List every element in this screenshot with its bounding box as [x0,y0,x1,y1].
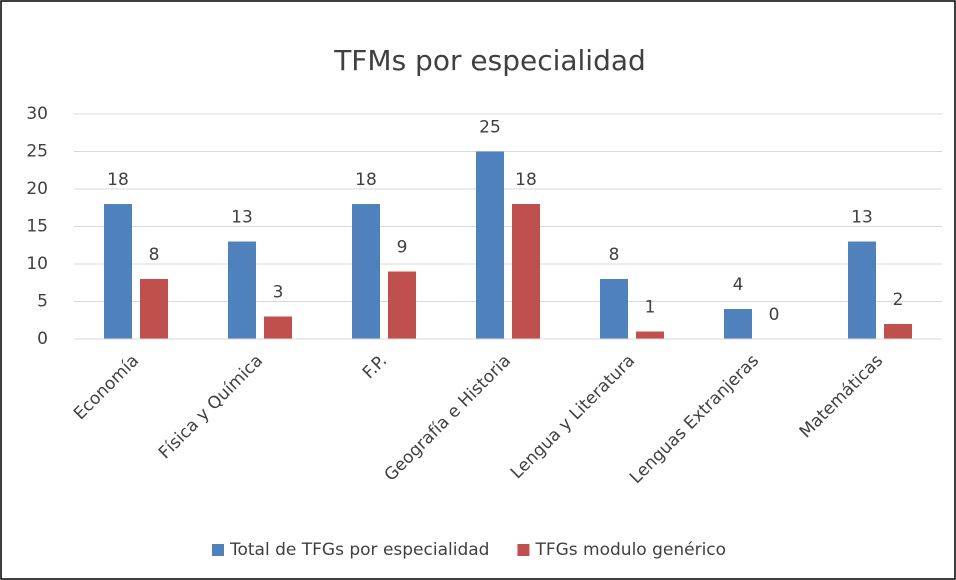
data-label: 18 [515,170,537,190]
data-label: 13 [231,208,253,228]
y-tick-label: 10 [26,254,48,274]
bar [264,316,292,339]
data-label: 18 [107,170,129,190]
legend-swatch [517,544,530,556]
legend-label: Total de TFGs por especialidad [229,540,489,560]
y-tick-label: 25 [26,142,48,162]
data-label: 8 [609,245,620,265]
bar [724,309,752,339]
data-label: 13 [851,208,873,228]
data-label: 1 [645,298,656,318]
bar [884,324,912,339]
legend-label: TFGs modulo genérico [534,540,726,560]
legend-swatch [212,544,224,556]
bar [636,331,664,339]
y-tick-label: 30 [26,104,48,124]
data-label: 18 [355,170,377,190]
data-label: 8 [149,245,160,265]
bar [476,151,504,339]
bar [104,204,132,339]
data-label: 3 [273,283,284,303]
bar [352,204,380,339]
chart-title: TFMs por especialidad [333,44,646,77]
data-label: 4 [733,275,744,295]
y-tick-label: 0 [37,329,48,349]
bar [140,279,168,339]
data-label: 2 [893,290,904,310]
y-tick-label: 5 [37,292,48,312]
bar [600,279,628,339]
bar [848,241,876,339]
data-label: 9 [397,238,408,258]
data-label: 25 [479,118,501,138]
y-tick-label: 15 [26,217,48,237]
y-tick-label: 20 [26,179,48,199]
bar [512,204,540,339]
bar [228,241,256,339]
bar [388,271,416,339]
data-label: 0 [769,305,780,325]
